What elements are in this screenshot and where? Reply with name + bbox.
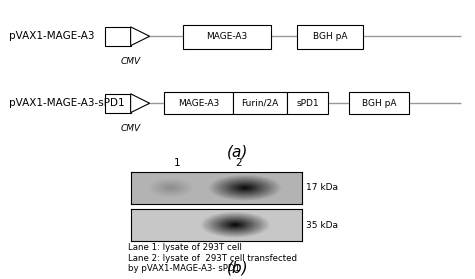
Text: MAGE-A3: MAGE-A3	[178, 99, 219, 108]
Bar	[297, 25, 363, 49]
Bar	[233, 92, 287, 114]
Polygon shape	[131, 94, 150, 113]
Bar	[164, 92, 233, 114]
Text: pVAX1-MAGE-A3-sPD1: pVAX1-MAGE-A3-sPD1	[10, 98, 125, 108]
Bar	[287, 92, 328, 114]
Text: CMV: CMV	[121, 57, 141, 66]
Text: BGH pA: BGH pA	[313, 32, 347, 42]
Text: 2: 2	[235, 158, 242, 168]
Text: BGH pA: BGH pA	[361, 99, 396, 108]
Text: 35 kDa: 35 kDa	[306, 221, 338, 230]
Polygon shape	[131, 27, 150, 46]
Bar	[349, 92, 408, 114]
Bar	[104, 27, 131, 46]
Text: pVAX1-MAGE-A3: pVAX1-MAGE-A3	[10, 31, 95, 41]
Text: Lane 1: lysate of 293T cell: Lane 1: lysate of 293T cell	[128, 243, 242, 252]
Text: MAGE-A3: MAGE-A3	[206, 32, 247, 42]
Text: CMV: CMV	[121, 124, 141, 133]
Text: 1: 1	[173, 158, 180, 168]
Text: (b): (b)	[227, 261, 248, 276]
Text: Lane 2: lysate of  293T cell transfected: Lane 2: lysate of 293T cell transfected	[128, 254, 297, 263]
Bar	[183, 25, 271, 49]
Text: by pVAX1-MAGE-A3- sPD1: by pVAX1-MAGE-A3- sPD1	[128, 264, 240, 273]
Text: (a): (a)	[227, 145, 248, 160]
Text: 17 kDa: 17 kDa	[306, 183, 338, 192]
Text: sPD1: sPD1	[296, 99, 319, 108]
Text: Furin/2A: Furin/2A	[241, 99, 279, 108]
Bar	[104, 94, 131, 113]
